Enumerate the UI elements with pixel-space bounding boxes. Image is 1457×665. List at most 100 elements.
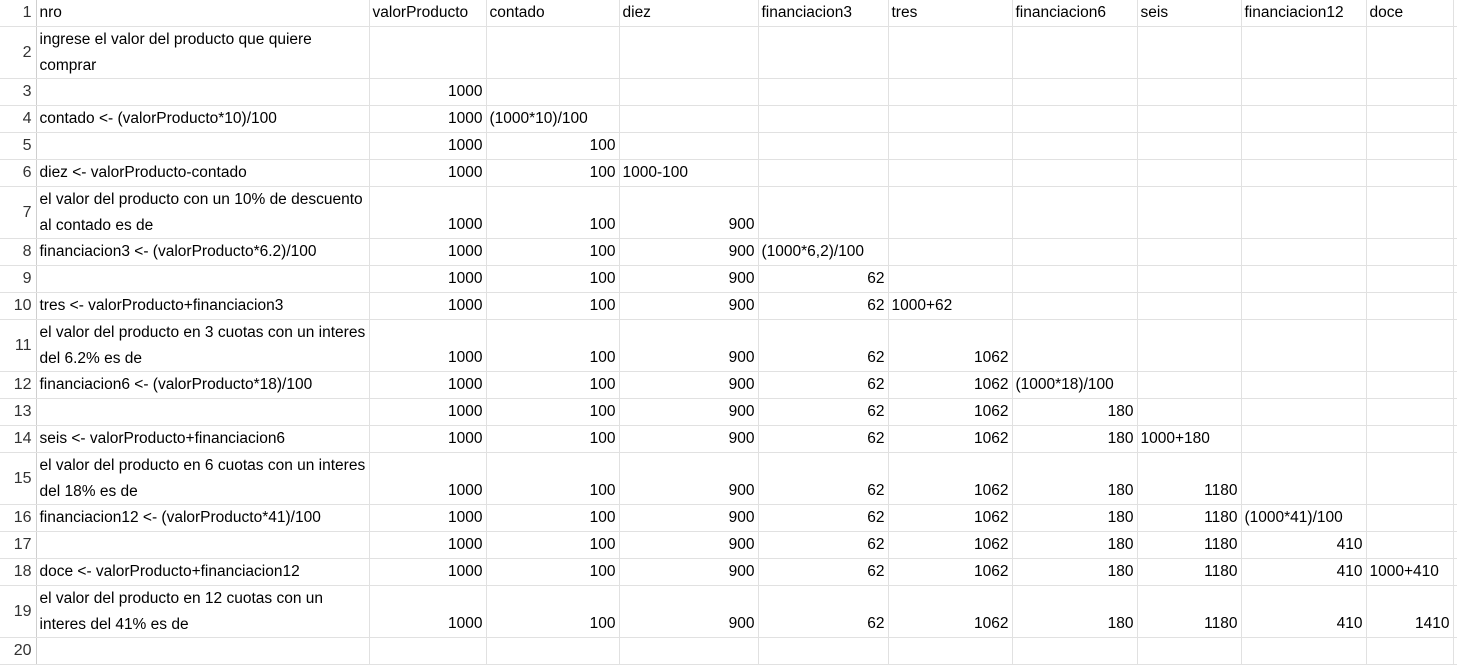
cell[interactable] <box>1241 319 1367 372</box>
cell[interactable]: doce <- valorProducto+financiacion12 <box>36 558 370 586</box>
cell[interactable] <box>888 78 1013 106</box>
cell[interactable] <box>1366 292 1454 320</box>
cell[interactable]: 900 <box>619 398 759 426</box>
cell[interactable] <box>1366 637 1454 665</box>
cell[interactable] <box>36 132 370 160</box>
cell[interactable] <box>1366 238 1454 266</box>
cell[interactable] <box>1453 238 1457 266</box>
cell[interactable] <box>1366 132 1454 160</box>
cell[interactable] <box>1453 105 1457 133</box>
cell[interactable] <box>1453 398 1457 426</box>
cell[interactable]: 180 <box>1012 531 1138 559</box>
cell[interactable]: 900 <box>619 292 759 320</box>
cell[interactable]: valorProducto <box>369 0 487 27</box>
cell[interactable]: contado <- (valorProducto*10)/100 <box>36 105 370 133</box>
cell[interactable]: financiacion6 <box>1012 0 1138 27</box>
cell[interactable] <box>1241 159 1367 187</box>
cell[interactable] <box>1241 105 1367 133</box>
cell[interactable]: seis <box>1137 0 1242 27</box>
cell[interactable]: 62 <box>758 425 889 453</box>
row-header[interactable]: 2 <box>0 26 37 79</box>
cell[interactable]: 1000 <box>369 585 487 638</box>
cell[interactable] <box>758 105 889 133</box>
cell[interactable]: 1000 <box>369 531 487 559</box>
cell[interactable] <box>1137 398 1242 426</box>
cell[interactable]: 1000 <box>369 132 487 160</box>
cell[interactable] <box>619 105 759 133</box>
cell[interactable]: 900 <box>619 371 759 399</box>
cell[interactable]: 1000 <box>369 371 487 399</box>
cell[interactable]: 1062 <box>888 531 1013 559</box>
cell[interactable]: el valor del producto en 3 cuotas con un… <box>36 319 370 372</box>
cell[interactable] <box>758 132 889 160</box>
cell[interactable] <box>1137 132 1242 160</box>
cell[interactable]: 1000 <box>369 452 487 505</box>
cell[interactable] <box>758 637 889 665</box>
cell[interactable]: financiacion6 <- (valorProducto*18)/100 <box>36 371 370 399</box>
cell[interactable]: 410 <box>1241 531 1367 559</box>
row-header[interactable]: 16 <box>0 504 37 532</box>
row-header[interactable]: 6 <box>0 159 37 187</box>
cell[interactable]: 1180 <box>1137 531 1242 559</box>
cell[interactable] <box>758 26 889 79</box>
cell[interactable] <box>1137 186 1242 239</box>
cell[interactable]: 1000-100 <box>619 159 759 187</box>
cell[interactable]: 1062 <box>888 504 1013 532</box>
cell[interactable] <box>888 238 1013 266</box>
cell[interactable] <box>888 637 1013 665</box>
cell[interactable] <box>1366 371 1454 399</box>
cell[interactable] <box>888 159 1013 187</box>
cell[interactable]: (1000*41)/100 <box>1241 504 1367 532</box>
cell[interactable]: doce <box>1366 0 1454 27</box>
cell[interactable]: 180 <box>1012 585 1138 638</box>
cell[interactable] <box>36 531 370 559</box>
cell[interactable] <box>369 26 487 79</box>
cell[interactable]: 900 <box>619 585 759 638</box>
cell[interactable]: 1062 <box>888 558 1013 586</box>
cell[interactable] <box>1012 78 1138 106</box>
cell[interactable]: 62 <box>758 452 889 505</box>
cell[interactable] <box>1453 425 1457 453</box>
cell[interactable] <box>1241 398 1367 426</box>
cell[interactable]: 100 <box>486 186 620 239</box>
cell[interactable] <box>36 265 370 293</box>
cell[interactable]: 1180 <box>1137 452 1242 505</box>
cell[interactable]: 1180 <box>1137 504 1242 532</box>
row-header[interactable]: 5 <box>0 132 37 160</box>
cell[interactable] <box>1453 292 1457 320</box>
row-header[interactable]: 4 <box>0 105 37 133</box>
cell[interactable] <box>758 78 889 106</box>
cell[interactable]: 62 <box>758 398 889 426</box>
cell[interactable] <box>1012 26 1138 79</box>
cell[interactable] <box>1137 78 1242 106</box>
cell[interactable] <box>758 186 889 239</box>
cell[interactable]: seis <- valorProducto+financiacion6 <box>36 425 370 453</box>
cell[interactable] <box>1366 26 1454 79</box>
row-header[interactable]: 10 <box>0 292 37 320</box>
cell[interactable]: 1000 <box>369 398 487 426</box>
cell[interactable] <box>1012 238 1138 266</box>
cell[interactable]: 410 <box>1241 585 1367 638</box>
cell[interactable] <box>619 132 759 160</box>
cell[interactable] <box>1012 265 1138 293</box>
cell[interactable] <box>1012 319 1138 372</box>
cell[interactable]: 100 <box>486 531 620 559</box>
row-header[interactable]: 15 <box>0 452 37 505</box>
cell[interactable]: (1000*18)/100 <box>1012 371 1138 399</box>
cell[interactable] <box>486 26 620 79</box>
cell[interactable]: 1000 <box>369 105 487 133</box>
cell[interactable]: 900 <box>619 452 759 505</box>
cell[interactable] <box>1366 319 1454 372</box>
cell[interactable] <box>1012 159 1138 187</box>
cell[interactable]: 180 <box>1012 452 1138 505</box>
cell[interactable] <box>1366 452 1454 505</box>
row-header[interactable]: 19 <box>0 585 37 638</box>
cell[interactable]: 1062 <box>888 585 1013 638</box>
cell[interactable] <box>1137 238 1242 266</box>
cell[interactable]: 1000 <box>369 504 487 532</box>
cell[interactable] <box>1012 637 1138 665</box>
cell[interactable]: 1000 <box>369 238 487 266</box>
cell[interactable] <box>1241 26 1367 79</box>
cell[interactable] <box>888 186 1013 239</box>
cell[interactable]: 100 <box>486 132 620 160</box>
